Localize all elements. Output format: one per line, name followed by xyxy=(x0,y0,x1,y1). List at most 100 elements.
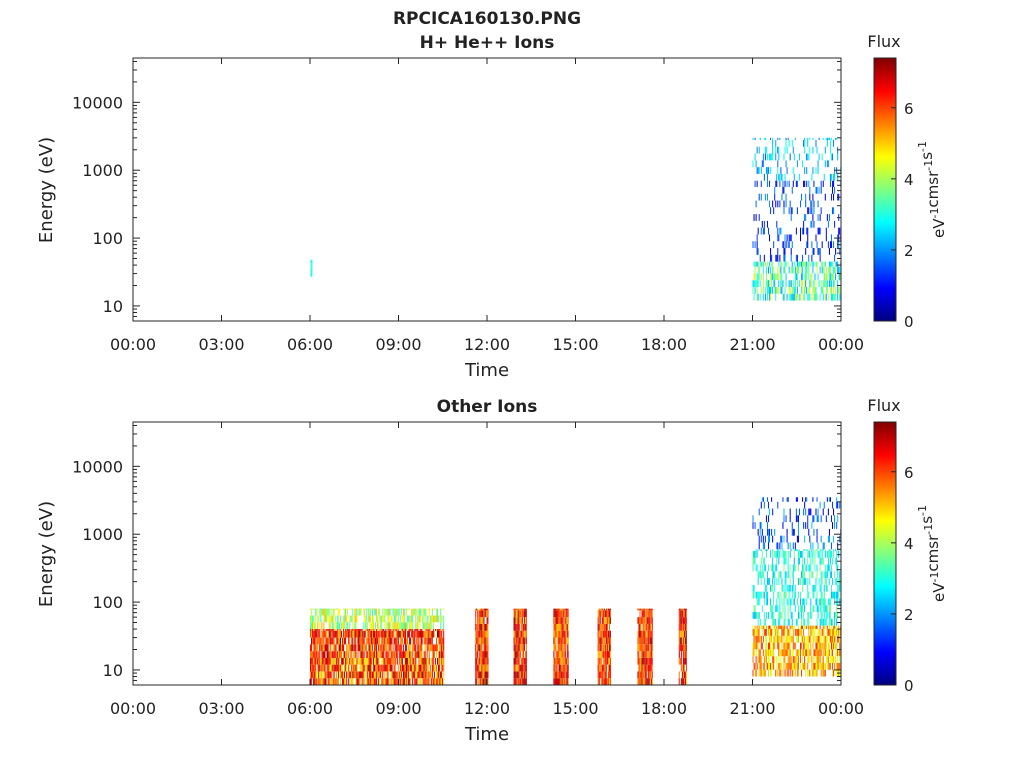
heatmap-cell xyxy=(756,146,758,154)
heatmap-cell xyxy=(311,622,313,630)
heatmap-cell xyxy=(408,644,410,652)
heatmap-cell xyxy=(778,578,780,585)
heatmap-cell xyxy=(789,153,791,161)
heatmap-cell xyxy=(378,678,380,685)
heatmap-cell xyxy=(802,578,804,585)
heatmap-cell xyxy=(366,678,368,685)
heatmap-cell xyxy=(787,649,789,657)
heatmap-cell xyxy=(789,598,791,606)
heatmap-cell xyxy=(525,610,527,618)
heatmap-cell xyxy=(599,608,601,611)
heatmap-cell xyxy=(339,637,341,645)
heatmap-cell xyxy=(638,664,640,672)
heatmap-cell xyxy=(801,669,803,677)
heatmap-cell xyxy=(435,608,437,616)
heatmap-cell xyxy=(386,637,388,645)
heatmap-cell xyxy=(514,610,516,618)
heatmap-cell xyxy=(314,608,316,610)
heatmap-cell xyxy=(758,535,760,543)
heatmap-cell xyxy=(323,644,325,652)
heatmap-cell xyxy=(407,637,409,645)
heatmap-cell xyxy=(321,629,323,631)
heatmap-cell xyxy=(310,657,312,665)
heatmap-cell xyxy=(482,637,484,645)
heatmap-cell xyxy=(398,608,400,610)
heatmap-cell xyxy=(324,630,326,638)
heatmap-cell xyxy=(756,635,758,643)
heatmap-cell xyxy=(380,622,382,630)
heatmap-cell xyxy=(560,657,562,665)
heatmap-cell xyxy=(438,671,440,679)
heatmap-cell xyxy=(336,629,338,631)
heatmap-cell xyxy=(351,629,353,631)
heatmap-cell xyxy=(638,623,640,631)
heatmap-cell xyxy=(835,649,837,657)
heatmap-cell xyxy=(391,637,393,645)
heatmap-cell xyxy=(770,167,772,174)
heatmap-cell xyxy=(826,605,828,613)
heatmap-cell xyxy=(797,522,799,529)
heatmap-cell xyxy=(803,522,805,529)
heatmap-cell xyxy=(781,662,783,670)
heatmap-cell xyxy=(769,287,771,294)
heatmap-cell xyxy=(370,657,372,665)
heatmap-cell xyxy=(560,644,562,652)
heatmap-cell xyxy=(352,629,354,631)
heatmap-cell xyxy=(833,550,835,558)
heatmap-cell xyxy=(642,617,644,624)
heatmap-cell xyxy=(683,651,685,658)
heatmap-cell xyxy=(760,625,762,630)
heatmap-cell xyxy=(784,629,786,636)
heatmap-cell xyxy=(319,637,321,645)
heatmap-cell xyxy=(426,671,428,679)
heatmap-cell xyxy=(810,261,812,267)
heatmap-cell xyxy=(758,571,760,579)
heatmap-cell xyxy=(758,598,760,606)
heatmap-cell xyxy=(368,664,370,672)
heatmap-cell xyxy=(556,651,558,658)
heatmap-cell xyxy=(753,612,755,619)
heatmap-cell xyxy=(754,605,756,613)
x-tick-label: 06:00 xyxy=(287,335,333,354)
heatmap-cell xyxy=(804,557,806,565)
heatmap-cell xyxy=(772,564,774,572)
heatmap-cell xyxy=(432,615,434,623)
heatmap-cell xyxy=(639,623,641,631)
heatmap-cell xyxy=(643,644,645,652)
heatmap-cell xyxy=(427,644,429,652)
heatmap-cell xyxy=(827,160,829,168)
heatmap-cell xyxy=(608,664,611,672)
heatmap-cell xyxy=(431,671,433,679)
heatmap-cell xyxy=(597,657,599,665)
heatmap-cell xyxy=(756,261,758,267)
heatmap-cell xyxy=(645,678,647,685)
heatmap-cell xyxy=(336,622,338,630)
heatmap-cell xyxy=(561,664,563,672)
heatmap-cell xyxy=(328,664,330,672)
heatmap-cell xyxy=(377,615,379,623)
heatmap-cell xyxy=(311,630,313,638)
heatmap-cell xyxy=(331,608,333,610)
heatmap-cell xyxy=(767,642,770,650)
heatmap-cell xyxy=(438,629,440,631)
heatmap-cell xyxy=(563,651,565,658)
heatmap-cell xyxy=(773,207,775,215)
heatmap-cell xyxy=(404,678,407,685)
heatmap-cell xyxy=(813,200,815,208)
heatmap-cell xyxy=(334,664,336,672)
heatmap-cell xyxy=(782,522,784,529)
heatmap-cell xyxy=(513,664,515,672)
heatmap-cell xyxy=(514,678,516,685)
heatmap-cell xyxy=(793,528,795,536)
heatmap-cell xyxy=(513,637,515,645)
heatmap-cell xyxy=(755,200,757,208)
heatmap-cell xyxy=(482,664,484,672)
heatmap-cell xyxy=(424,622,426,630)
heatmap-cell xyxy=(480,608,482,611)
heatmap-cell xyxy=(639,644,641,652)
heatmap-cell xyxy=(780,635,782,643)
heatmap-cell xyxy=(359,629,361,631)
colorbar-unit-label: eV-1cmsr-1s-1 xyxy=(916,505,948,602)
heatmap-cell xyxy=(335,651,337,658)
heatmap-cell xyxy=(828,642,830,650)
